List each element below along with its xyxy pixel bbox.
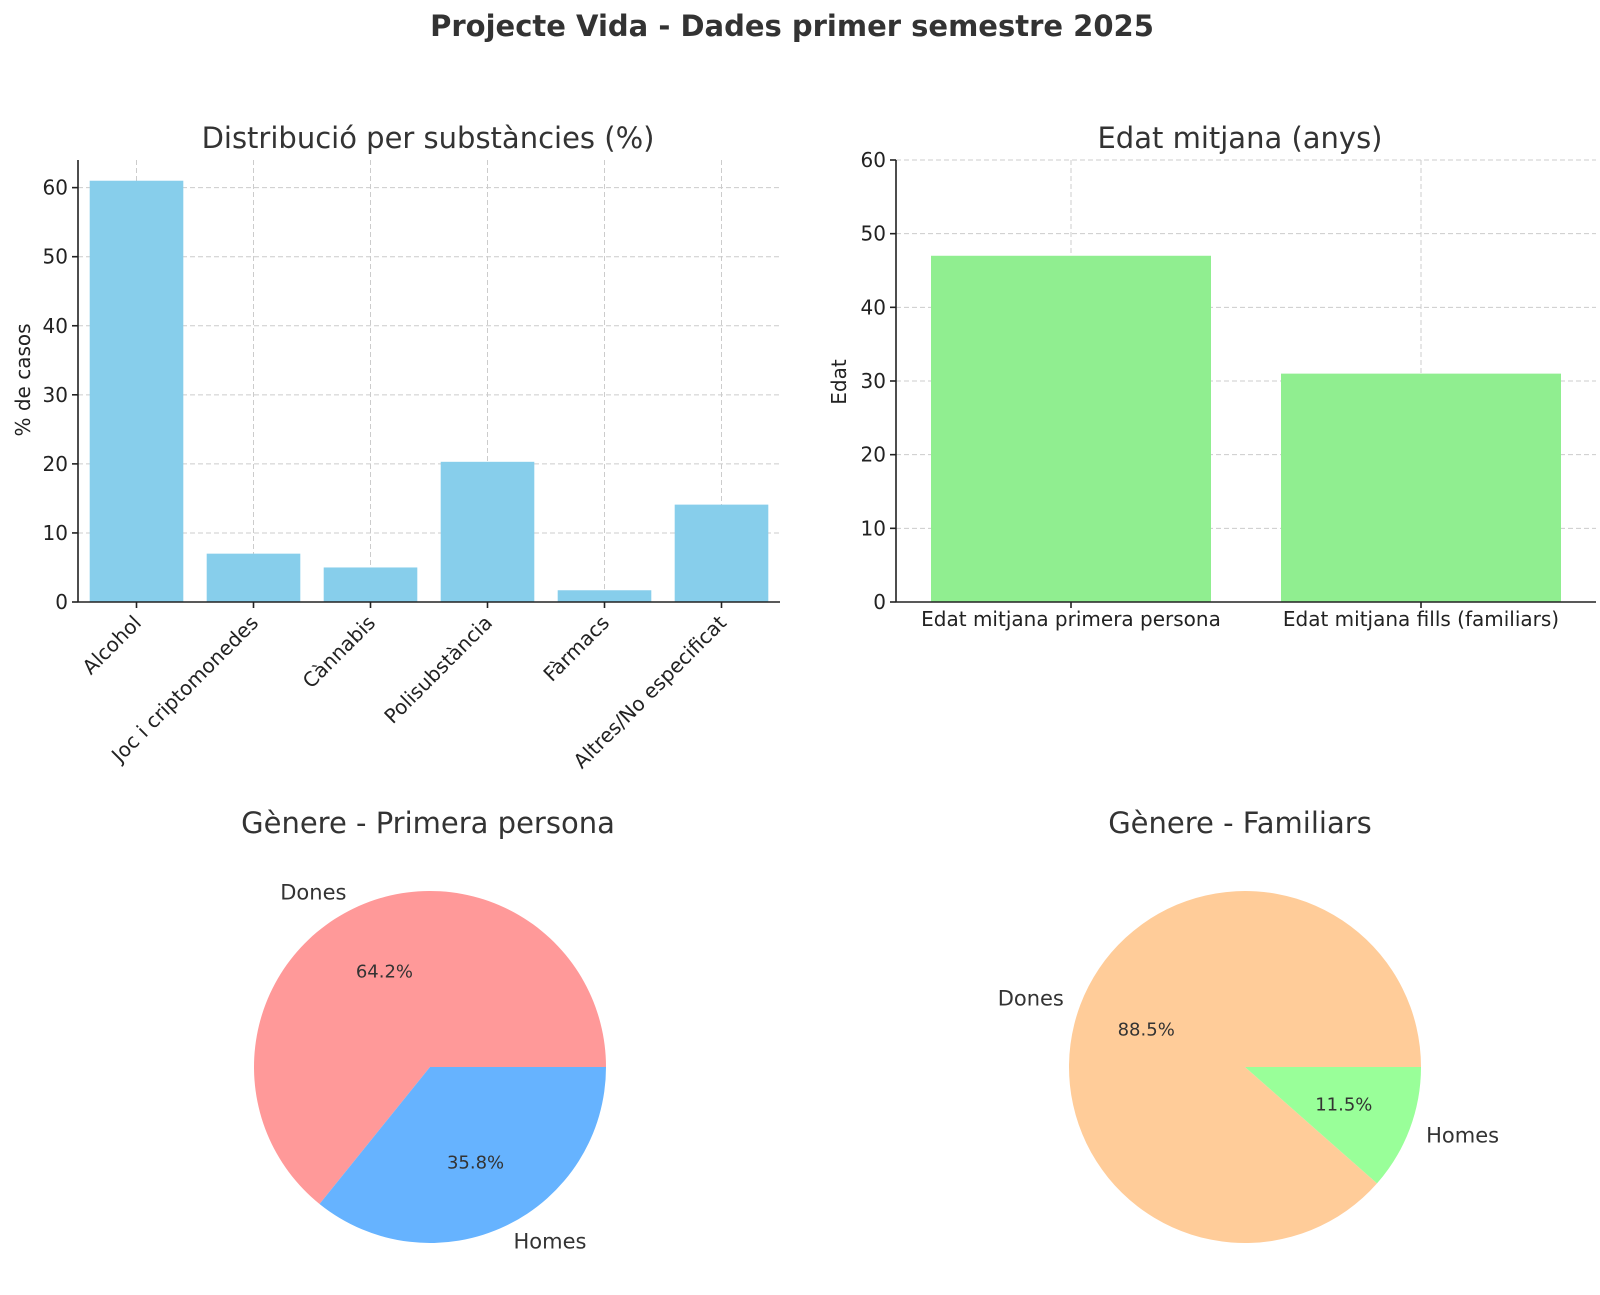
age-y-axis-label: Edat — [827, 359, 851, 405]
age-y-tick-label-10: 10 — [861, 516, 886, 540]
gender-family-label-dones: Dones — [998, 987, 1064, 1011]
age-y-tick-label-60: 60 — [861, 148, 886, 172]
gender-first-person-label-dones: Dones — [280, 880, 346, 904]
substances-y-tick-label-60: 60 — [43, 176, 68, 200]
age-y-tick-label-50: 50 — [861, 222, 886, 246]
figure-title: Projecte Vida - Dades primer semestre 20… — [430, 9, 1154, 43]
substances-y-tick-label-50: 50 — [43, 245, 68, 269]
gender-first-person-title: Gènere - Primera persona — [241, 806, 615, 840]
age-y-tick-label-30: 30 — [861, 369, 886, 393]
gender-first-person-marks: Dones 64.2% Homes 35.8% — [254, 880, 607, 1254]
gender-family-label-homes: Homes — [1426, 1123, 1499, 1147]
substances-chart-title: Distribució per substàncies (%) — [202, 121, 655, 155]
substances-bar-polisubstancia — [440, 461, 535, 602]
substances-y-tick-label-0: 0 — [55, 590, 68, 614]
gender-family-marks: Dones 88.5% Homes 11.5% — [998, 890, 1499, 1243]
age-x-tick-label-edat-mitjana-fills-familiars: Edat mitjana fills (familiars) — [1283, 607, 1559, 631]
substances-bar-farmacs — [557, 590, 652, 602]
age-y-tick-label-20: 20 — [861, 443, 886, 467]
substances-x-tick-label-polisubstancia: Polisubstància — [379, 611, 497, 729]
age-x-tick-label-edat-mitjana-primera-persona: Edat mitjana primera persona — [921, 607, 1221, 631]
substances-y-axis-label: % de casos — [11, 323, 35, 436]
gender-first-person-slice-homes — [319, 1067, 606, 1244]
substances-bar-altres-no-especificat — [674, 504, 769, 602]
age-bar-chart: Edat mitjana (anys) Edat 0 10 20 30 40 50 60 Ed… — [827, 121, 1596, 631]
gender-first-person-pie-chart: Gènere - Primera persona Dones 64.2% Homes… — [241, 806, 615, 1254]
substances-x-tick-label-cannabis: Cànnabis — [298, 611, 380, 693]
age-bar-edat-mitjana-primera-persona — [931, 255, 1211, 602]
substances-bar-cannabis — [323, 567, 418, 602]
gender-family-pct-dones: 88.5% — [1118, 1020, 1175, 1041]
age-chart-title: Edat mitjana (anys) — [1097, 121, 1382, 155]
age-bar-edat-mitjana-fills-familiars — [1281, 373, 1561, 602]
substances-x-tick-label-farmacs: Fàrmacs — [538, 611, 614, 687]
age-marks: 0 10 20 30 40 50 60 Edat mitjana primera person… — [861, 148, 1596, 631]
gender-family-pct-homes: 11.5% — [1315, 1094, 1372, 1115]
gender-first-person-pct-dones: 64.2% — [356, 962, 413, 983]
substances-y-tick-label-40: 40 — [43, 314, 68, 338]
age-y-tick-label-0: 0 — [873, 590, 886, 614]
substances-y-tick-label-20: 20 — [43, 452, 68, 476]
gender-first-person-pct-homes: 35.8% — [447, 1152, 504, 1173]
substances-y-tick-label-30: 30 — [43, 383, 68, 407]
substances-bar-alcohol — [89, 180, 184, 602]
substances-x-tick-label-alcohol: Alcohol — [77, 611, 146, 680]
gender-family-title: Gènere - Familiars — [1108, 806, 1372, 840]
gender-family-slice-dones — [1069, 890, 1421, 1243]
gender-first-person-slice-dones — [254, 891, 607, 1205]
age-y-tick-label-40: 40 — [861, 295, 886, 319]
gender-family-slice-homes — [1245, 1067, 1421, 1184]
substances-bar-chart: Distribució per substàncies (%) % de cas… — [11, 121, 780, 773]
gender-first-person-label-homes: Homes — [514, 1230, 587, 1254]
gender-family-pie-chart: Gènere - Familiars Dones 88.5% Homes 11.5% — [998, 806, 1499, 1243]
substances-y-tick-label-10: 10 — [43, 521, 68, 545]
substances-bar-joc-i-criptomonedes — [206, 553, 301, 602]
